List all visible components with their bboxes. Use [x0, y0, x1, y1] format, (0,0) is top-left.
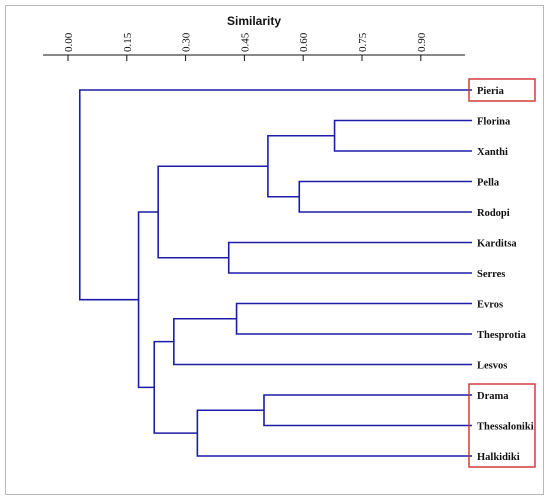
leaf-labels: Pieria Florina Xanthi Pella Rodopi Karditsa Se…: [477, 86, 534, 463]
axis-tick-label: 0.90: [416, 32, 428, 52]
highlight-box-pieria: [468, 78, 536, 102]
branch-m12: [78, 89, 472, 301]
leaf-label-pieria: Pieria: [477, 86, 505, 97]
branch-m7: [173, 317, 472, 366]
branch-m5: [157, 165, 268, 259]
axis-tick-label: 0.60: [298, 32, 310, 52]
dendrogram-figure: Similarity 0.00 0.15 0.30 0.45 0.60 0.75 0.90 …: [5, 5, 544, 495]
axis-tick-label: 0.75: [357, 32, 369, 52]
branch-m4: [227, 241, 472, 274]
axis-ticks: 0.00 0.15 0.30 0.45 0.60 0.75 0.90: [63, 32, 428, 61]
dendrogram-branches: [78, 89, 472, 457]
dendrogram-svg: Similarity 0.00 0.15 0.30 0.45 0.60 0.75 0.90 …: [43, 14, 536, 468]
branch-m1: [333, 119, 472, 152]
axis-tick-label: 0.00: [63, 32, 75, 52]
leaf-label-xanthi: Xanthi: [477, 147, 508, 158]
leaf-label-lesvos: Lesvos: [477, 361, 507, 372]
axis-tick-label: 0.45: [239, 32, 251, 52]
axis-tick-label: 0.15: [122, 32, 134, 52]
leaf-label-thesprotia: Thesprotia: [477, 330, 527, 341]
highlight-boxes: [468, 78, 536, 468]
highlight-box-drama-thessaloniki-halkidiki: [468, 383, 536, 468]
branch-m2: [298, 180, 472, 213]
branch-m11: [137, 211, 159, 389]
branch-m9: [196, 409, 472, 457]
leaf-label-drama: Drama: [477, 391, 509, 402]
leaf-label-rodopi: Rodopi: [477, 208, 510, 219]
branch-m8: [263, 394, 472, 427]
branch-m10: [153, 340, 198, 434]
leaf-label-pella: Pella: [477, 178, 500, 189]
leaf-label-thessaloniki: Thessaloniki: [477, 422, 534, 433]
leaf-label-halkidiki: Halkidiki: [477, 452, 520, 463]
axis-tick-label: 0.30: [181, 32, 193, 52]
axis-title: Similarity: [227, 14, 281, 28]
leaf-label-evros: Evros: [477, 300, 503, 311]
leaf-label-serres: Serres: [477, 269, 505, 280]
leaf-label-karditsa: Karditsa: [477, 239, 517, 250]
branch-m6: [235, 302, 472, 335]
leaf-label-florina: Florina: [477, 117, 511, 128]
branch-m3: [267, 134, 335, 198]
